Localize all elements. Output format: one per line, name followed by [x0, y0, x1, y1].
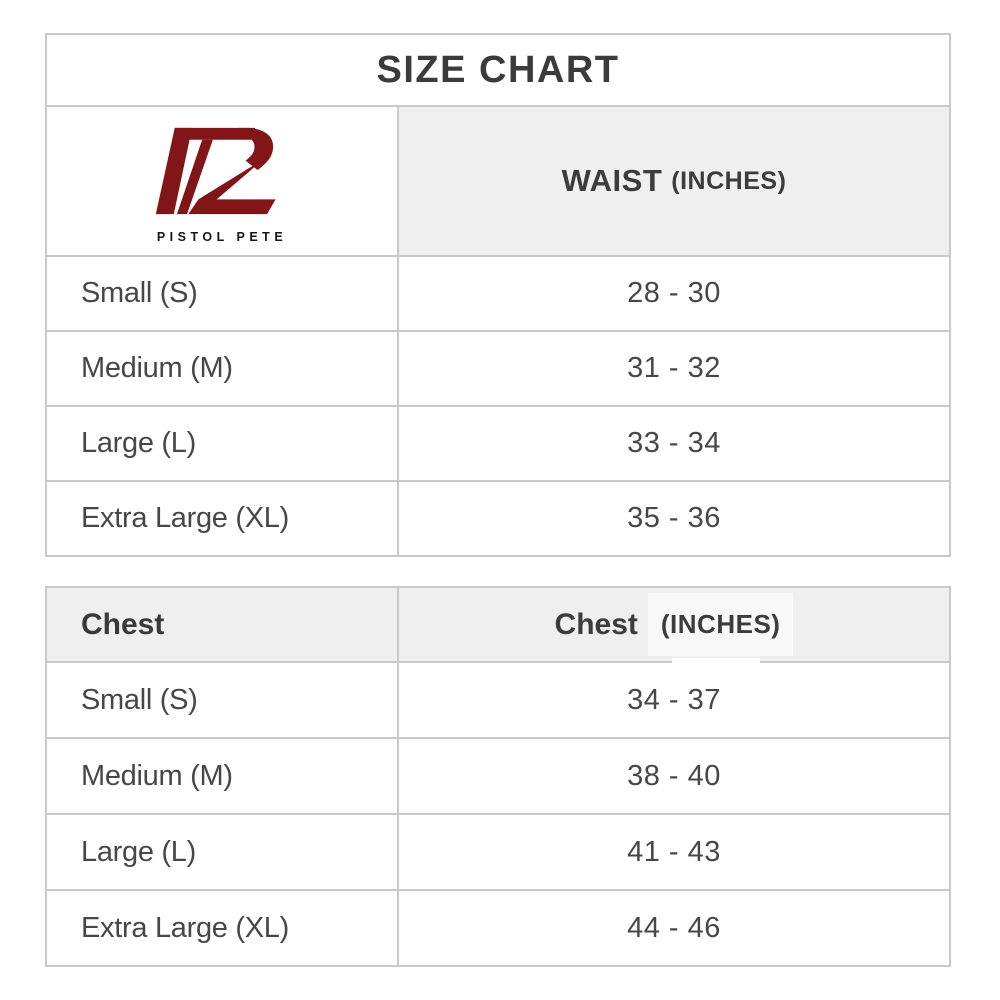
waist-header-row: PISTOL PETE WAIST (INCHES)	[47, 105, 949, 255]
waist-size-table: SIZE CHART PISTOL PETE W	[45, 33, 951, 557]
size-label: Medium (M)	[47, 332, 399, 405]
size-range: 31 - 32	[399, 332, 949, 405]
size-label: Small (S)	[47, 257, 399, 330]
table-row: Small (S) 34 - 37	[47, 661, 949, 737]
pistol-pete-logo-icon	[155, 127, 276, 214]
waist-header-label: WAIST	[561, 163, 663, 198]
page-title: SIZE CHART	[376, 48, 620, 91]
size-label: Medium (M)	[47, 739, 399, 813]
size-label: Large (L)	[47, 407, 399, 480]
image-artifact-patch	[672, 658, 760, 671]
size-label: Extra Large (XL)	[47, 482, 399, 555]
table-row: Small (S) 28 - 30	[47, 255, 949, 330]
size-label: Small (S)	[47, 663, 399, 737]
size-range: 33 - 34	[399, 407, 949, 480]
size-range: 38 - 40	[399, 739, 949, 813]
size-range: 41 - 43	[399, 815, 949, 889]
chest-header-left-cell: Chest	[47, 588, 399, 661]
table-row: Extra Large (XL) 44 - 46	[47, 889, 949, 965]
table-row: Medium (M) 38 - 40	[47, 737, 949, 813]
table-row: Large (L) 33 - 34	[47, 405, 949, 480]
waist-header-unit: (INCHES)	[671, 166, 787, 195]
chest-header-unit: (INCHES)	[647, 593, 794, 656]
waist-header-cell: WAIST (INCHES)	[399, 107, 949, 255]
title-row: SIZE CHART	[47, 35, 949, 105]
size-label: Large (L)	[47, 815, 399, 889]
size-range: 44 - 46	[399, 891, 949, 965]
brand-logo-cell: PISTOL PETE	[47, 107, 399, 255]
chest-header-label: Chest	[554, 607, 638, 641]
size-range: 35 - 36	[399, 482, 949, 555]
chest-size-table: Chest Chest (INCHES) Small (S) 34 - 37 M…	[45, 586, 951, 967]
chest-header-row: Chest Chest (INCHES)	[47, 588, 949, 661]
chest-header-cell: Chest (INCHES)	[399, 588, 949, 661]
table-row: Medium (M) 31 - 32	[47, 330, 949, 405]
table-row: Large (L) 41 - 43	[47, 813, 949, 889]
size-label: Extra Large (XL)	[47, 891, 399, 965]
table-row: Extra Large (XL) 35 - 36	[47, 480, 949, 555]
brand-name: PISTOL PETE	[156, 229, 288, 244]
size-range: 34 - 37	[399, 663, 949, 737]
size-range: 28 - 30	[399, 257, 949, 330]
